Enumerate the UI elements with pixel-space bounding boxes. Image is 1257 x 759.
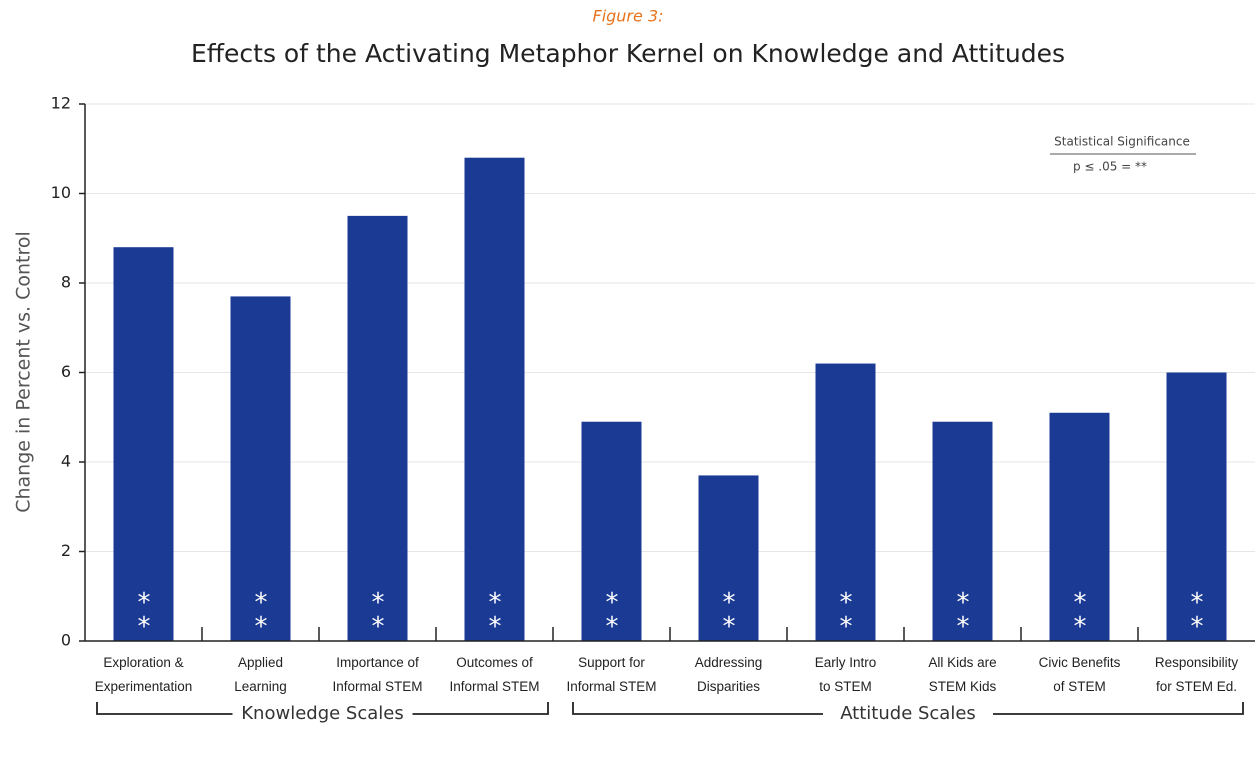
x-tick-label-line: Early Intro: [815, 655, 877, 670]
bar: [230, 296, 291, 641]
x-tick-label-line: Support for: [578, 655, 645, 670]
bar-annotation: **: [1065, 588, 1095, 636]
legend-text: p ≤ .05 = **: [1073, 160, 1147, 174]
bar: [113, 247, 174, 641]
group-label: Attitude Scales: [840, 703, 976, 724]
bar: [347, 215, 408, 641]
x-tick-label-line: Learning: [234, 679, 287, 694]
x-tick-label: Exploration & Experimentation: [95, 655, 193, 694]
x-tick-label: Civic Benefits of STEM: [1039, 655, 1121, 694]
bar-annotation: **: [1182, 588, 1212, 636]
legend-title: Statistical Significance: [1054, 135, 1190, 149]
bar-annotation: **: [831, 588, 861, 636]
x-tick-label: All Kids are STEM Kids: [928, 655, 996, 694]
bar: [698, 475, 759, 641]
x-tick-label-line: Informal STEM: [332, 679, 422, 694]
bar: [1049, 412, 1110, 641]
x-tick-label: Responsibility for STEM Ed.: [1155, 655, 1239, 694]
x-tick-label-line: Experimentation: [95, 679, 193, 694]
group-label: Knowledge Scales: [241, 703, 403, 724]
x-tick-label-line: Exploration &: [103, 655, 183, 670]
x-tick-label-line: to STEM: [819, 679, 872, 694]
bar-annotation: **: [480, 588, 510, 636]
x-tick-label-line: of STEM: [1053, 679, 1106, 694]
bar-annotation: **: [363, 588, 393, 636]
x-tick-label: Support for Informal STEM: [566, 655, 656, 694]
y-tick-label: 2: [61, 541, 71, 560]
x-tick-label: Importance of Informal STEM: [332, 655, 422, 694]
group-label-bg: [823, 702, 993, 726]
bar-annotation: **: [129, 588, 159, 636]
bar: [932, 421, 993, 641]
y-tick-label: 12: [51, 94, 71, 113]
y-tick-label: 10: [51, 183, 71, 202]
bar: [581, 421, 642, 641]
y-tick-label: 0: [61, 631, 71, 650]
bar: [1166, 372, 1227, 641]
group-label-bg: [232, 702, 413, 726]
x-tick-label-line: Informal STEM: [449, 679, 539, 694]
y-tick-label: 8: [61, 273, 71, 292]
x-tick-label-line: STEM Kids: [929, 679, 997, 694]
x-tick-label-line: for STEM Ed.: [1156, 679, 1237, 694]
x-tick-label-line: Outcomes of: [456, 655, 533, 670]
x-tick-label: Applied Learning: [234, 655, 287, 694]
x-tick-label-line: All Kids are: [928, 655, 996, 670]
chart-title: Effects of the Activating Metaphor Kerne…: [191, 39, 1065, 68]
x-tick-label-line: Informal STEM: [566, 679, 656, 694]
x-tick-label-line: Addressing: [695, 655, 763, 670]
x-tick-label-line: Responsibility: [1155, 655, 1239, 670]
x-tick-label: Addressing Disparities: [695, 655, 763, 694]
x-tick-label: Outcomes of Informal STEM: [449, 655, 539, 694]
x-tick-label-line: Civic Benefits: [1039, 655, 1121, 670]
bar: [815, 363, 876, 641]
bar-annotation: **: [597, 588, 627, 636]
x-tick-label-line: Applied: [238, 655, 283, 670]
y-tick-label: 6: [61, 362, 71, 381]
bar-annotation: **: [714, 588, 744, 636]
x-tick-label: Early Intro to STEM: [815, 655, 877, 694]
bar: [464, 157, 525, 641]
x-tick-label-line: Importance of: [336, 655, 419, 670]
x-tick-label-line: Disparities: [697, 679, 760, 694]
bar-annotation: **: [246, 588, 276, 636]
y-tick-label: 4: [61, 452, 71, 471]
bar-annotation: **: [948, 588, 978, 636]
figure-label: Figure 3:: [592, 7, 663, 26]
y-axis-label: Change in Percent vs. Control: [13, 231, 35, 513]
